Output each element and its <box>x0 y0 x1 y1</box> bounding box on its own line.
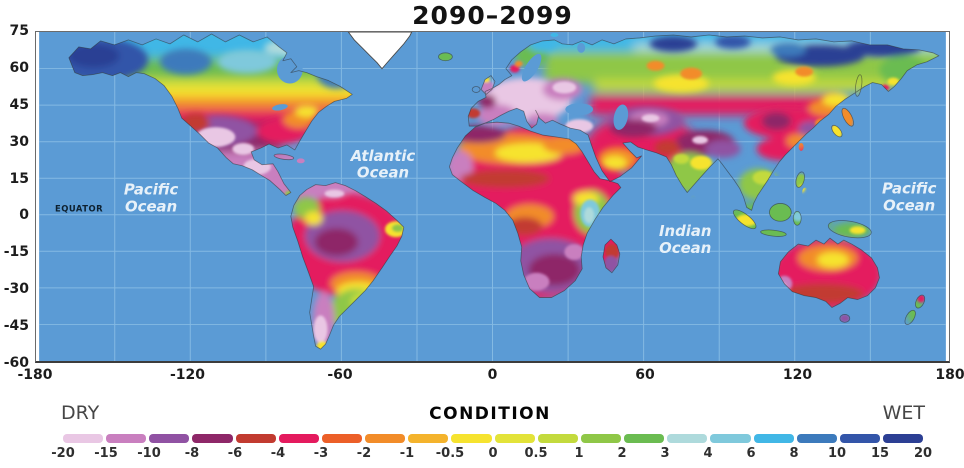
legend-segment-13 <box>624 434 665 443</box>
legend-tick--0.5: -0.5 <box>435 446 465 461</box>
legend-tick--1: -1 <box>399 446 415 461</box>
coastlines <box>68 33 940 350</box>
pacific-ocean-east-label2: Ocean <box>883 196 935 214</box>
inland-seas <box>272 42 629 130</box>
legend-tick--4: -4 <box>270 446 286 461</box>
lat-tick-45: 45 <box>9 96 29 113</box>
legend-segment-7 <box>365 434 406 443</box>
legend-tick-2: 2 <box>617 446 627 461</box>
legend-segment-11 <box>537 434 578 443</box>
legend-colorbar-ticks: -20 -15 -10 -8 -6 -4 -3 -2 -1 -0.5 0 0.5 1 2 3 4 6 8 10 15 2… <box>51 446 932 464</box>
map-plot-area: EQUATOR Pacific Ocean Atlantic Ocean Ind… <box>35 31 950 363</box>
greenland <box>347 32 413 70</box>
indian-ocean-label: Indian <box>659 222 711 240</box>
legend-wet-label: WET <box>882 402 925 424</box>
legend-segment-8 <box>408 434 449 443</box>
world-map: EQUATOR Pacific Ocean Atlantic Ocean Ind… <box>39 32 946 361</box>
equator-label: EQUATOR <box>55 203 103 213</box>
lat-tick-30: 30 <box>9 133 29 150</box>
lat-tick-75: 75 <box>9 23 29 39</box>
lon-tick-60: 60 <box>635 367 655 383</box>
legend-segment-9 <box>451 434 492 443</box>
legend-segment-6 <box>321 434 363 443</box>
pacific-ocean-east-label: Pacific <box>882 180 937 198</box>
lon-tick--180: -180 <box>17 367 53 383</box>
legend-segment-18 <box>839 434 880 443</box>
pacific-ocean-west-label2: Ocean <box>125 197 177 215</box>
legend-colorbar <box>63 434 924 443</box>
legend-tick-20: 20 <box>913 446 933 461</box>
legend-header: DRY CONDITION WET <box>55 402 925 428</box>
legend-segment-12 <box>580 434 622 443</box>
atlantic-ocean-label2: Ocean <box>357 164 409 182</box>
legend-segment-17 <box>796 434 837 443</box>
lat-tick-0: 0 <box>19 207 29 224</box>
legend-tick--20: -20 <box>51 446 75 461</box>
pacific-ocean-west-label: Pacific <box>124 181 179 199</box>
legend-segment-2 <box>149 434 190 443</box>
lon-tick--60: -60 <box>327 367 353 383</box>
lon-tick--120: -120 <box>169 367 206 383</box>
legend-condition-label: CONDITION <box>429 404 551 424</box>
legend-tick--8: -8 <box>184 446 200 461</box>
legend-tick-6: 6 <box>746 446 756 461</box>
legend-segment-1 <box>106 434 147 443</box>
legend-tick-15: 15 <box>870 446 890 461</box>
lat-tick-60: 60 <box>9 59 29 76</box>
atlantic-ocean-label: Atlantic <box>350 147 416 165</box>
lat-tick--45: -45 <box>3 318 29 335</box>
legend-segment-14 <box>667 434 708 443</box>
legend-segment-0 <box>63 434 104 443</box>
legend-segment-10 <box>494 434 535 443</box>
legend-segment-16 <box>753 434 794 443</box>
lon-tick-120: 120 <box>782 367 813 383</box>
legend-tick-1: 1 <box>574 446 584 461</box>
legend-tick-4: 4 <box>703 446 713 461</box>
legend-tick-0: 0 <box>488 446 498 461</box>
lat-tick-15: 15 <box>9 170 29 187</box>
lat-tick--60: -60 <box>3 355 29 371</box>
legend-tick--6: -6 <box>227 446 243 461</box>
legend-tick-8: 8 <box>789 446 799 461</box>
indian-ocean-label2: Ocean <box>659 239 711 257</box>
legend-dry-label: DRY <box>61 402 100 424</box>
legend-tick--3: -3 <box>313 446 329 461</box>
lat-tick--15: -15 <box>3 244 29 261</box>
legend-tick--2: -2 <box>356 446 372 461</box>
legend-tick-3: 3 <box>660 446 670 461</box>
legend-segment-4 <box>235 434 276 443</box>
lon-tick-0: 0 <box>487 367 498 383</box>
lat-tick--30: -30 <box>3 281 29 298</box>
legend-segment-5 <box>278 434 319 443</box>
legend-segment-19 <box>882 434 924 443</box>
legend-segment-15 <box>710 434 751 443</box>
map-title: 2090–2099 <box>412 1 573 30</box>
lon-tick-180: 180 <box>935 367 964 383</box>
legend-segment-3 <box>192 434 233 443</box>
legend-tick--10: -10 <box>137 446 161 461</box>
legend-tick--15: -15 <box>94 446 118 461</box>
legend-tick-10: 10 <box>827 446 847 461</box>
legend-tick-0.5: 0.5 <box>524 446 548 461</box>
